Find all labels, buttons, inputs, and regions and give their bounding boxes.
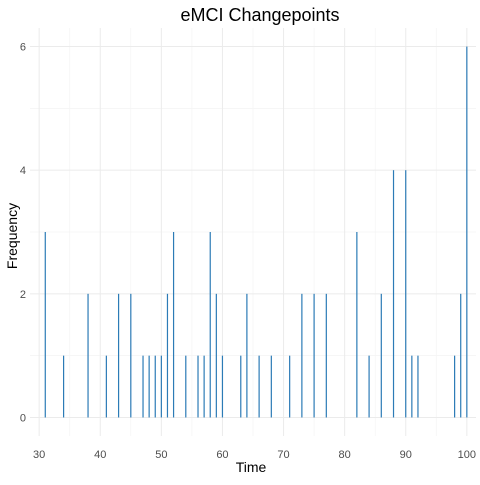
bar xyxy=(215,293,217,418)
bar xyxy=(356,232,358,418)
bar xyxy=(166,293,169,418)
bar xyxy=(301,293,303,418)
x-tick-label: 40 xyxy=(94,449,106,461)
bar xyxy=(203,355,205,418)
bar xyxy=(289,355,291,418)
bar xyxy=(105,355,107,418)
y-tick-label: 2 xyxy=(20,289,26,301)
bar xyxy=(466,46,468,418)
bar xyxy=(185,355,187,418)
x-axis-label: Time xyxy=(236,459,267,475)
y-tick-label: 6 xyxy=(20,42,26,54)
bar xyxy=(392,170,395,418)
x-tick-label: 60 xyxy=(216,449,228,461)
x-tick-label: 80 xyxy=(339,449,351,461)
bar xyxy=(130,293,132,418)
bar xyxy=(258,355,260,418)
bar xyxy=(454,355,456,418)
bar xyxy=(380,293,382,418)
bar xyxy=(405,170,407,418)
y-axis-ticks: 0 2 4 6 xyxy=(20,42,26,425)
x-tick-label: 90 xyxy=(400,449,412,461)
bar xyxy=(63,355,65,418)
x-tick-label: 100 xyxy=(458,449,476,461)
bar xyxy=(325,293,327,418)
x-tick-label: 30 xyxy=(33,449,45,461)
bar xyxy=(142,355,144,418)
x-tick-label: 70 xyxy=(277,449,289,461)
bar xyxy=(313,293,315,418)
bar xyxy=(197,355,199,418)
bar xyxy=(154,355,156,418)
bars xyxy=(44,46,468,418)
bar xyxy=(460,293,462,418)
bar xyxy=(240,355,242,418)
bar xyxy=(117,293,120,418)
bar xyxy=(417,355,419,418)
y-tick-label: 0 xyxy=(20,412,26,424)
bar xyxy=(160,355,162,418)
bar xyxy=(44,232,46,418)
bar xyxy=(411,355,413,418)
x-tick-label: 50 xyxy=(155,449,167,461)
bar xyxy=(148,355,150,418)
bar xyxy=(368,355,370,418)
bar xyxy=(172,232,175,418)
bar xyxy=(270,355,272,418)
y-tick-label: 4 xyxy=(20,165,26,177)
bar xyxy=(209,232,211,418)
chart-title: eMCI Changepoints xyxy=(180,5,339,25)
bar xyxy=(246,293,248,418)
bar xyxy=(221,355,224,418)
grid-lines xyxy=(30,28,476,436)
bar xyxy=(87,293,89,418)
y-axis-label: Frequency xyxy=(4,203,20,269)
x-axis-ticks: 30 40 50 60 70 80 90 100 xyxy=(33,449,476,461)
